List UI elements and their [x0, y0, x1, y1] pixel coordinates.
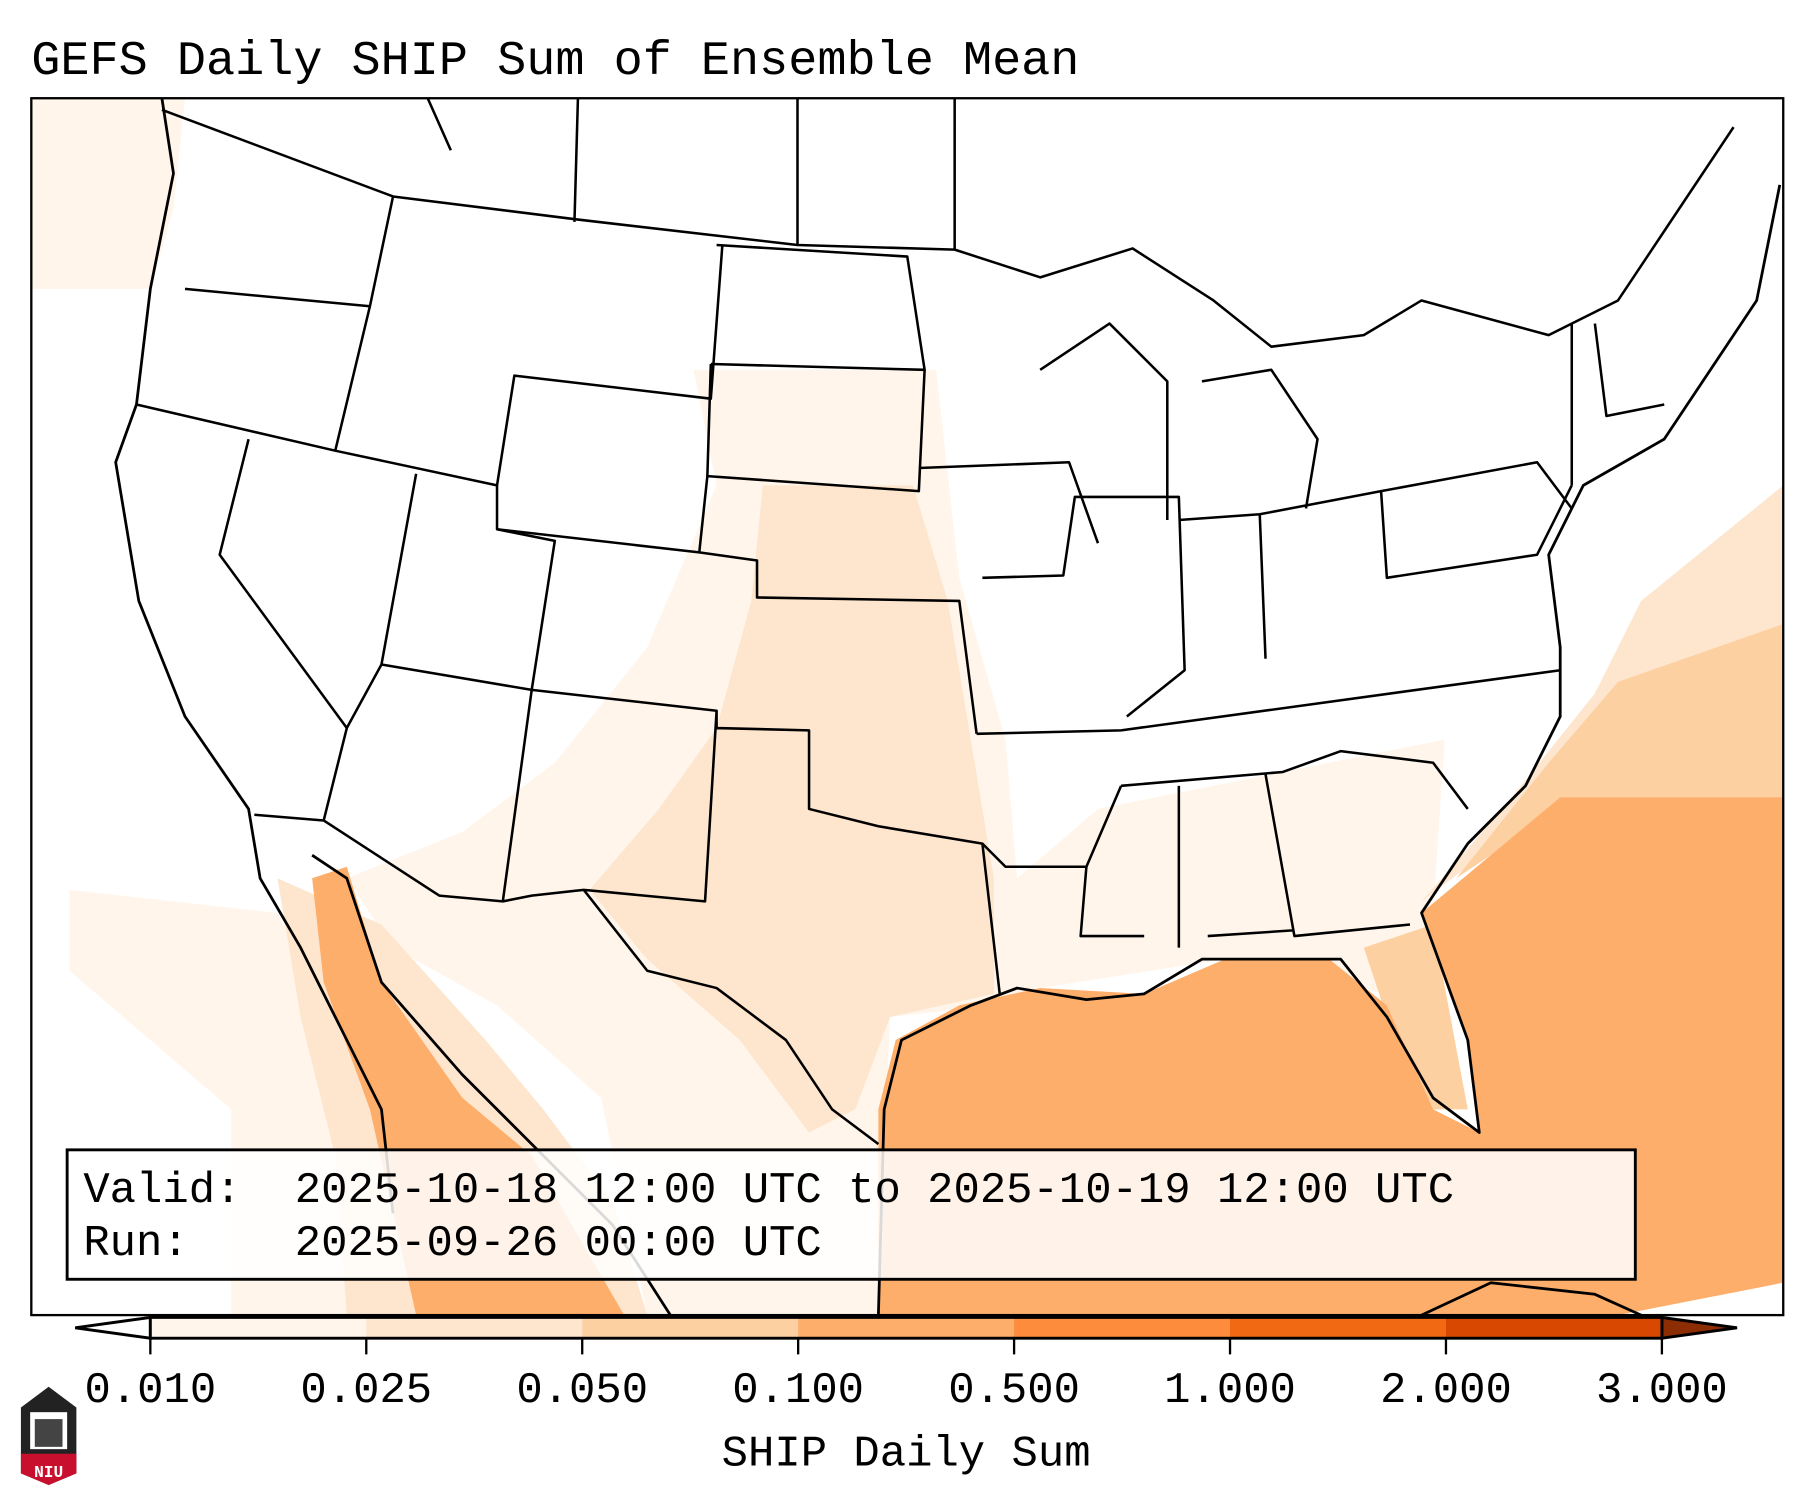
shade-nw-pacific [31, 98, 186, 289]
niu-logo-text: NIU [34, 1464, 63, 1482]
colorbar-tick-label: 2.000 [1380, 1366, 1512, 1416]
colorbar-segment [150, 1317, 367, 1339]
run-label: Run: [83, 1219, 188, 1269]
figure-title: GEFS Daily SHIP Sum of Ensemble Mean [31, 34, 1079, 89]
colorbar-over-triangle [1660, 1315, 1738, 1340]
colorbar-tick-label: 3.000 [1596, 1366, 1728, 1416]
colorbar-frame [148, 1315, 1664, 1340]
colorbar-segment [1445, 1317, 1663, 1339]
colorbar-tick-label: 0.025 [300, 1366, 432, 1416]
colorbar-tick-label: 0.100 [732, 1366, 864, 1416]
state-boundaries [114, 98, 1782, 1316]
colorbar-tick-label: 1.000 [1164, 1366, 1296, 1416]
colorbar-segment [1014, 1317, 1231, 1339]
colorbar-segment [366, 1317, 583, 1339]
colorbar-segment [582, 1317, 799, 1339]
colorbar-tick-label: 0.500 [948, 1366, 1080, 1416]
colorbar-tick-label: 0.010 [84, 1366, 216, 1416]
info-box: Valid: 2025-10-18 12:00 UTC to 2025-10-1… [65, 1148, 1637, 1281]
shade-plains-peach [589, 485, 994, 1133]
colorbar-under-triangle [75, 1315, 152, 1340]
valid-label: Valid: [83, 1166, 241, 1216]
colorbar-segment [1230, 1317, 1447, 1339]
shade-atlantic-mid [1456, 624, 1784, 879]
colorbar: 0.010 0.025 0.050 0.100 0.500 1.000 2.000 3.000… [75, 1315, 1738, 1479]
colorbar-tick-label: 0.050 [516, 1366, 648, 1416]
run-value: 2025-09-26 00:00 UTC [295, 1219, 822, 1269]
niu-logo: NIU [20, 1386, 77, 1485]
map-frame [30, 97, 1785, 1317]
map-panel [30, 97, 1785, 1317]
colorbar-label: SHIP Daily Sum [722, 1429, 1091, 1479]
colorbar-segment [798, 1317, 1015, 1339]
valid-value: 2025-10-18 12:00 UTC to 2025-10-19 12:00… [295, 1166, 1454, 1216]
